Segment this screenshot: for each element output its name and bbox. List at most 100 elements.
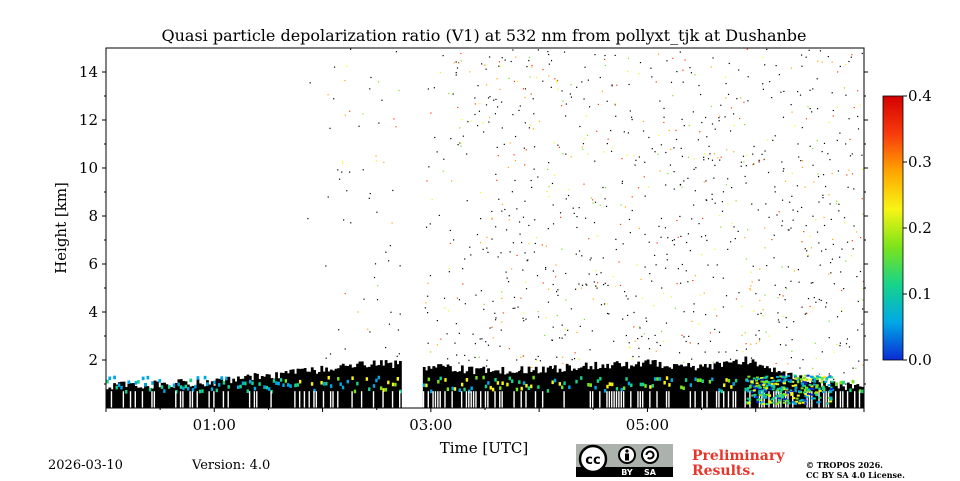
depol-patch-cell xyxy=(751,384,755,387)
depol-layer-cell xyxy=(425,383,429,388)
noise-pixel xyxy=(603,303,606,305)
noise-pixel xyxy=(705,313,707,316)
noise-pixel xyxy=(706,136,708,138)
noise-pixel xyxy=(514,307,516,309)
depol-patch-cell xyxy=(815,386,819,389)
aerosol-layer-cell xyxy=(687,362,691,408)
noise-pixel xyxy=(581,284,584,286)
aerosol-layer-cell xyxy=(439,364,443,408)
aerosol-layer-cell xyxy=(253,373,257,408)
noise-pixel xyxy=(578,250,581,252)
noise-pixel xyxy=(491,218,493,220)
aerosol-layer-cell xyxy=(696,368,700,408)
noise-pixel xyxy=(644,161,646,163)
depol-layer-cell xyxy=(651,384,655,388)
copyright-note: © TROPOS 2026. CC BY SA 4.0 License. xyxy=(806,460,905,480)
missing-data-streak xyxy=(451,391,453,408)
noise-pixel xyxy=(728,62,730,65)
noise-pixel xyxy=(637,337,639,340)
depol-patch-cell xyxy=(758,392,762,395)
noise-pixel xyxy=(641,297,644,299)
depol-patch-cell xyxy=(778,395,782,398)
noise-pixel xyxy=(596,287,598,289)
depol-layer-cell xyxy=(460,382,464,387)
noise-pixel xyxy=(537,49,539,51)
noise-pixel xyxy=(725,82,727,85)
depol-patch-cell xyxy=(765,375,769,378)
noise-pixel xyxy=(612,275,615,278)
y-tick-label: 2 xyxy=(88,351,98,369)
depol-patch-cell xyxy=(762,402,766,405)
noise-pixel xyxy=(344,114,346,116)
depol-patch-cell xyxy=(758,390,762,393)
noise-pixel xyxy=(693,204,695,206)
noise-pixel xyxy=(820,250,823,252)
noise-pixel xyxy=(638,347,640,349)
noise-pixel xyxy=(621,157,623,160)
depol-layer-cell xyxy=(644,384,648,388)
aerosol-layer-cell xyxy=(434,367,438,408)
depol-layer-cell xyxy=(546,389,550,393)
noise-pixel xyxy=(828,121,830,123)
depol-patch-cell xyxy=(796,378,800,381)
noise-pixel xyxy=(807,106,809,108)
noise-pixel xyxy=(830,272,832,274)
depol-patch-cell xyxy=(776,389,780,392)
noise-pixel xyxy=(673,147,675,149)
noise-pixel xyxy=(798,156,800,158)
noise-pixel xyxy=(724,76,727,78)
noise-pixel xyxy=(792,209,794,211)
noise-pixel xyxy=(778,211,780,213)
noise-pixel xyxy=(813,296,815,299)
noise-pixel xyxy=(745,165,747,167)
noise-pixel xyxy=(584,217,587,219)
noise-pixel xyxy=(774,284,776,286)
depol-layer-cell xyxy=(382,388,386,392)
noise-pixel xyxy=(845,63,847,66)
depol-patch-cell xyxy=(765,379,769,382)
depol-layer-cell xyxy=(284,379,288,383)
noise-pixel xyxy=(727,93,730,96)
noise-pixel xyxy=(333,66,336,68)
depol-patch-cell xyxy=(778,397,782,400)
noise-pixel xyxy=(623,290,626,293)
noise-pixel xyxy=(553,368,555,370)
noise-pixel xyxy=(758,279,760,281)
noise-pixel xyxy=(859,104,861,106)
aerosol-layer-cell xyxy=(565,363,569,408)
noise-pixel xyxy=(862,287,864,290)
noise-pixel xyxy=(731,223,733,225)
noise-pixel xyxy=(565,299,567,301)
noise-pixel xyxy=(474,343,476,345)
noise-pixel xyxy=(457,144,459,146)
depol-patch-cell xyxy=(827,376,831,379)
noise-pixel xyxy=(425,302,427,304)
depol-layer-cell xyxy=(620,387,624,392)
depol-patch-cell xyxy=(791,401,795,404)
noise-pixel xyxy=(545,266,547,269)
noise-pixel xyxy=(733,226,735,228)
depol-layer-cell xyxy=(246,389,250,393)
noise-pixel xyxy=(448,271,450,273)
noise-pixel xyxy=(730,107,733,109)
noise-pixel xyxy=(478,110,481,112)
noise-pixel xyxy=(588,273,590,275)
depol-layer-cell xyxy=(237,385,240,390)
aerosol-layer-cell xyxy=(570,370,574,408)
noise-pixel xyxy=(839,256,841,258)
noise-pixel xyxy=(496,179,498,181)
noise-pixel xyxy=(656,341,658,344)
aerosol-layer-cell xyxy=(753,361,757,408)
noise-pixel xyxy=(725,97,727,99)
noise-pixel xyxy=(845,343,848,345)
depol-patch-cell xyxy=(804,382,808,385)
noise-pixel xyxy=(583,318,585,321)
noise-pixel xyxy=(698,223,700,225)
depol-patch-cell xyxy=(791,380,795,383)
noise-pixel xyxy=(615,248,617,251)
noise-pixel xyxy=(528,224,530,227)
noise-pixel xyxy=(825,248,827,250)
noise-pixel xyxy=(640,278,642,280)
depol-patch-cell xyxy=(801,401,805,404)
noise-pixel xyxy=(845,383,847,385)
